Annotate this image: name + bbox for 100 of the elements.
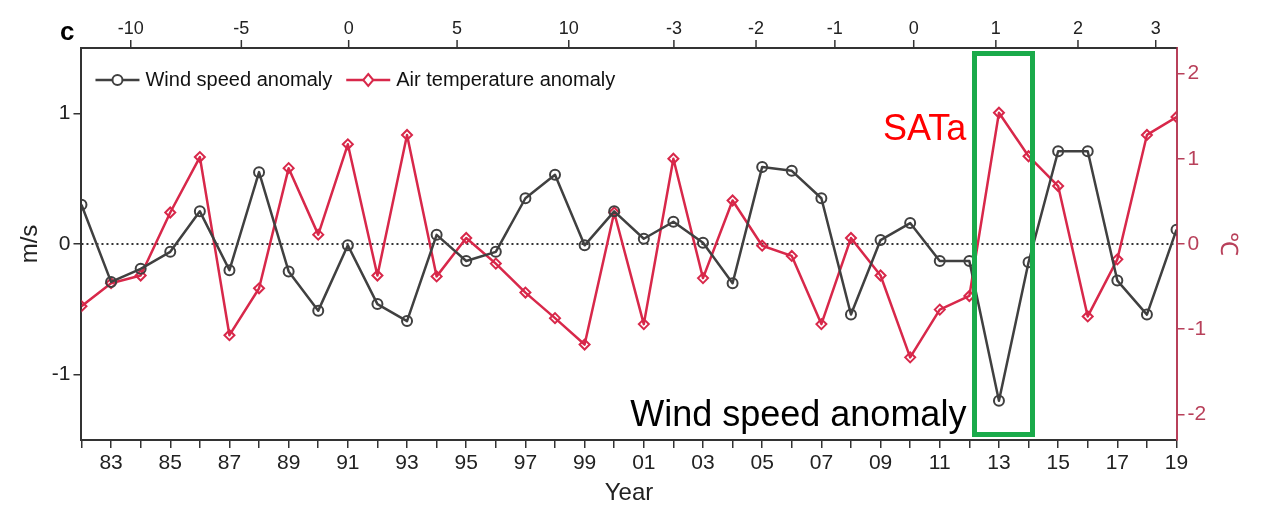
y2-tick-label: -2	[1187, 401, 1207, 425]
y-tick-label: 0	[58, 230, 71, 254]
point	[223, 264, 236, 277]
x-tick-label: 01	[632, 450, 656, 474]
point	[1052, 180, 1065, 193]
point	[815, 318, 828, 331]
point	[253, 166, 266, 179]
x-tick-label: 07	[809, 450, 834, 474]
point	[519, 192, 532, 205]
point	[164, 206, 177, 219]
point	[282, 265, 295, 278]
x-tick-label: 97	[513, 450, 538, 474]
point	[134, 269, 147, 282]
point	[904, 217, 917, 230]
x-tick-label: 17	[1105, 450, 1130, 474]
point	[844, 308, 857, 321]
point	[341, 138, 354, 151]
point	[1081, 310, 1094, 323]
x-tick-label: 89	[276, 450, 301, 474]
point	[549, 312, 562, 325]
point	[519, 286, 532, 299]
x-tick-label: 85	[158, 450, 182, 474]
x-tick-label: 15	[1046, 450, 1070, 474]
point	[874, 269, 887, 282]
point	[992, 106, 1005, 119]
text: 1	[990, 17, 1001, 38]
point	[874, 234, 887, 247]
point	[341, 239, 354, 252]
point	[193, 205, 206, 218]
point	[696, 236, 709, 249]
point	[933, 303, 946, 316]
point	[578, 239, 591, 252]
annotation: Wind speed anomaly	[630, 393, 967, 434]
y-tick-label: 1	[58, 100, 71, 124]
x-tick-label: 87	[217, 450, 242, 474]
point	[785, 164, 798, 177]
x-axis-title: Year	[604, 478, 654, 506]
point	[164, 245, 177, 258]
x-tick-label: 13	[987, 450, 1011, 474]
x-tick-label: 83	[99, 450, 123, 474]
legend-label: Wind speed anomaly	[145, 67, 333, 90]
point	[667, 215, 680, 228]
annotation: SATa	[883, 107, 968, 148]
point	[549, 168, 562, 181]
x-tick-label: 09	[868, 450, 893, 474]
point	[785, 249, 798, 262]
y-axis-title: m/s	[15, 224, 43, 264]
point	[371, 269, 384, 282]
point	[1081, 145, 1094, 158]
x-tick-label: 95	[454, 450, 478, 474]
point	[637, 318, 650, 331]
text: 0	[908, 17, 919, 38]
y2-tick-label: 0	[1187, 230, 1200, 254]
point	[904, 351, 917, 364]
text: 5	[452, 17, 463, 38]
y2-axis-title: ℃	[1215, 232, 1243, 256]
point	[756, 239, 769, 252]
point	[696, 272, 709, 285]
text: c	[60, 16, 75, 46]
point	[371, 298, 384, 311]
x-tick-label: 99	[572, 450, 597, 474]
point	[460, 232, 473, 245]
text: -1	[826, 17, 843, 38]
point	[1111, 274, 1124, 287]
point	[223, 329, 236, 342]
point	[193, 151, 206, 164]
point	[430, 228, 443, 241]
point	[667, 152, 680, 165]
x-tick-label: 93	[395, 450, 419, 474]
y-tick-label: -1	[51, 361, 71, 385]
y2-tick-label: 1	[1187, 145, 1200, 169]
point	[992, 394, 1005, 407]
point	[1111, 253, 1124, 266]
legend-label: Air temperature anomaly	[396, 67, 616, 90]
point	[401, 128, 414, 141]
point	[1052, 145, 1065, 158]
text: -5	[233, 17, 250, 38]
y2-tick-label: 2	[1187, 60, 1200, 84]
text: 0	[343, 17, 354, 38]
text: 3	[1150, 17, 1161, 38]
text: -2	[748, 17, 765, 38]
x-tick-label: 03	[691, 450, 715, 474]
point	[726, 194, 739, 207]
point	[312, 228, 325, 241]
point	[253, 282, 266, 295]
point	[726, 277, 739, 290]
point	[282, 162, 295, 175]
point	[578, 338, 591, 351]
point	[637, 232, 650, 245]
point	[1140, 308, 1153, 321]
point	[401, 315, 414, 328]
y2-tick-label: -1	[1187, 316, 1207, 340]
point	[933, 254, 946, 267]
x-tick-label: 19	[1164, 450, 1189, 474]
point	[844, 232, 857, 245]
point	[489, 257, 502, 270]
text: 10	[558, 17, 579, 38]
text: -10	[117, 17, 144, 38]
point	[489, 245, 502, 258]
x-tick-label: 11	[928, 450, 951, 474]
